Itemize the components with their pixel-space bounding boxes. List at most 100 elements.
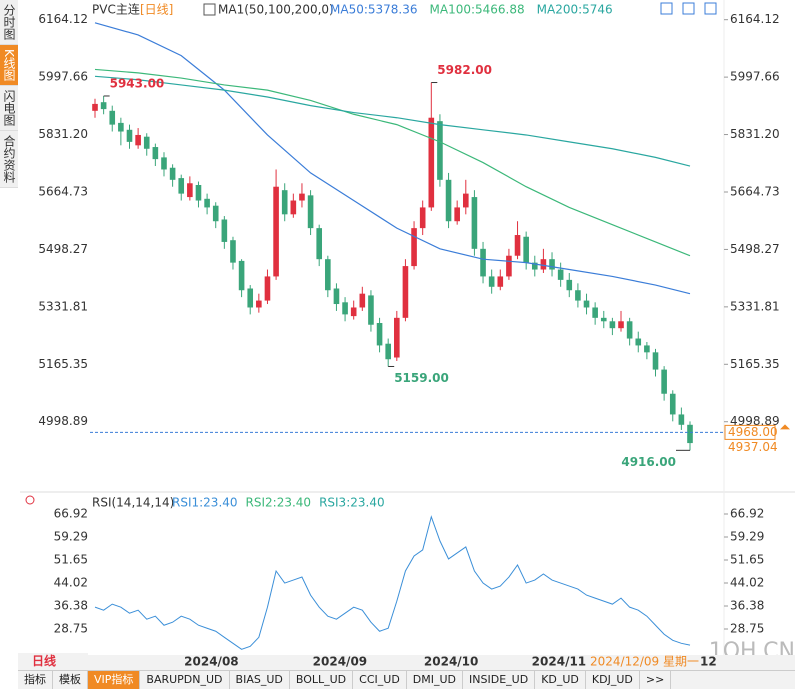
ma-line xyxy=(94,68,691,257)
y-tick-label-left: 5498.27 xyxy=(38,242,88,256)
y-tick-label: 51.65 xyxy=(730,553,764,567)
toolbar-tab[interactable]: KD_UD xyxy=(535,671,586,689)
y-tick-label-left: 66.92 xyxy=(54,507,88,521)
y-tick-label: 5331.81 xyxy=(730,299,780,313)
toolbar-tab[interactable]: BIAS_UD xyxy=(230,671,290,689)
toolbar-tab[interactable]: KDJ_UD xyxy=(586,671,640,689)
rsi-title: RSI(14,14,14) xyxy=(92,496,174,510)
side-tab[interactable]: 闪电图 xyxy=(0,85,18,131)
candle-body xyxy=(635,338,642,346)
candle-body xyxy=(169,167,176,180)
candle-body xyxy=(359,293,366,308)
toolbar-tab[interactable]: DMI_UD xyxy=(407,671,464,689)
toolbar-tab[interactable]: BOLL_UD xyxy=(290,671,354,689)
ma-line xyxy=(94,75,691,167)
annotation: 5159.00 xyxy=(394,371,449,385)
candle-body xyxy=(204,198,210,208)
price-arrow xyxy=(780,424,790,430)
side-tab[interactable]: K线图 xyxy=(0,45,18,86)
candle-body xyxy=(100,102,107,110)
button[interactable] xyxy=(704,2,717,15)
annotation: 5982.00 xyxy=(437,63,492,77)
close-label: 4937.04 xyxy=(728,440,778,454)
current-date: 2024/12/09 星期一 xyxy=(590,655,699,669)
indicator-icon[interactable] xyxy=(203,3,216,16)
candle-body xyxy=(238,260,245,291)
candle-body xyxy=(247,288,254,308)
toolbar: 指标 模板 VIP指标 BARUPDN_UD BIAS_UD BOLL_UD CCI_UD D… xyxy=(18,670,795,689)
candle-body xyxy=(187,183,193,198)
y-tick-label: 36.38 xyxy=(730,599,764,613)
x-tick-label: 2024/09 xyxy=(313,655,367,669)
y-tick-label-left: 5997.66 xyxy=(38,70,88,84)
candle-body xyxy=(506,255,512,277)
candle-body xyxy=(669,393,676,415)
button[interactable] xyxy=(682,2,695,15)
candle-body xyxy=(325,259,331,291)
candle-body xyxy=(462,193,469,208)
candle-body xyxy=(609,321,616,329)
annotation: 4916.00 xyxy=(621,455,676,469)
candle-body xyxy=(264,276,271,301)
rsi-legend: RSI2:23.40 xyxy=(246,496,312,510)
y-tick-label: 4998.89 xyxy=(730,414,780,428)
toolbar-tab[interactable]: BARUPDN_UD xyxy=(140,671,230,689)
candle-body xyxy=(454,207,460,222)
toolbar-tab[interactable]: INSIDE_UD xyxy=(463,671,536,689)
y-tick-label-left: 36.38 xyxy=(54,599,88,613)
candle-body xyxy=(644,345,650,353)
candle-body xyxy=(626,321,633,339)
candle-body xyxy=(290,200,297,215)
candle-body xyxy=(152,147,159,160)
button[interactable] xyxy=(660,2,673,15)
candle-body xyxy=(92,103,98,111)
candle-body xyxy=(557,269,564,280)
side-tab[interactable]: 合约资料 xyxy=(0,130,18,188)
toolbar-tab[interactable]: VIP指标 xyxy=(88,671,141,689)
x-tick-label: 2024/08 xyxy=(184,655,238,669)
candle-body xyxy=(549,259,555,270)
period[interactable]: [日线] xyxy=(140,3,173,17)
side-tab[interactable]: 分时图 xyxy=(0,0,18,45)
candle-body xyxy=(316,228,323,260)
candle-body xyxy=(497,276,504,287)
y-tick-label-left: 5165.35 xyxy=(38,357,88,371)
y-tick-label: 6164.12 xyxy=(730,12,780,26)
candle-body xyxy=(428,117,435,208)
candle-body xyxy=(402,266,409,318)
rsi-icon[interactable] xyxy=(25,495,35,505)
candle-body xyxy=(143,136,150,149)
candle-body xyxy=(471,197,478,249)
candle-body xyxy=(540,259,547,270)
toolbar-tab[interactable]: CCI_UD xyxy=(353,671,407,689)
period-button[interactable]: 日线 xyxy=(18,653,88,670)
window-buttons xyxy=(660,2,717,15)
candle-body xyxy=(437,121,443,180)
candle-body xyxy=(583,300,590,308)
y-tick-label-left: 5831.20 xyxy=(38,127,88,141)
candle-body xyxy=(687,424,693,444)
candle-body xyxy=(394,317,400,358)
y-tick-label-left: 6164.12 xyxy=(38,12,88,26)
candle-body xyxy=(273,186,279,277)
candle-body xyxy=(342,302,348,315)
candle-body xyxy=(678,414,685,425)
x-tick-label: 2024/11 xyxy=(532,655,586,669)
y-tick-label: 66.92 xyxy=(730,507,764,521)
y-tick-label: 5165.35 xyxy=(730,357,780,371)
y-tick-label: 5664.73 xyxy=(730,184,780,198)
candle-body xyxy=(256,300,262,308)
last-price-box xyxy=(724,424,776,440)
toolbar-tab[interactable]: 模板 xyxy=(53,671,88,689)
candle-body xyxy=(480,248,486,277)
y-tick-label: 28.75 xyxy=(730,622,764,636)
candle-body xyxy=(368,295,374,325)
ma-line xyxy=(94,22,691,295)
toolbar-tab[interactable]: 指标 xyxy=(18,671,53,689)
candle-body xyxy=(514,235,521,256)
toolbar-tab[interactable]: >> xyxy=(640,671,672,689)
rsi-line xyxy=(94,515,691,650)
candle-body xyxy=(230,240,236,263)
